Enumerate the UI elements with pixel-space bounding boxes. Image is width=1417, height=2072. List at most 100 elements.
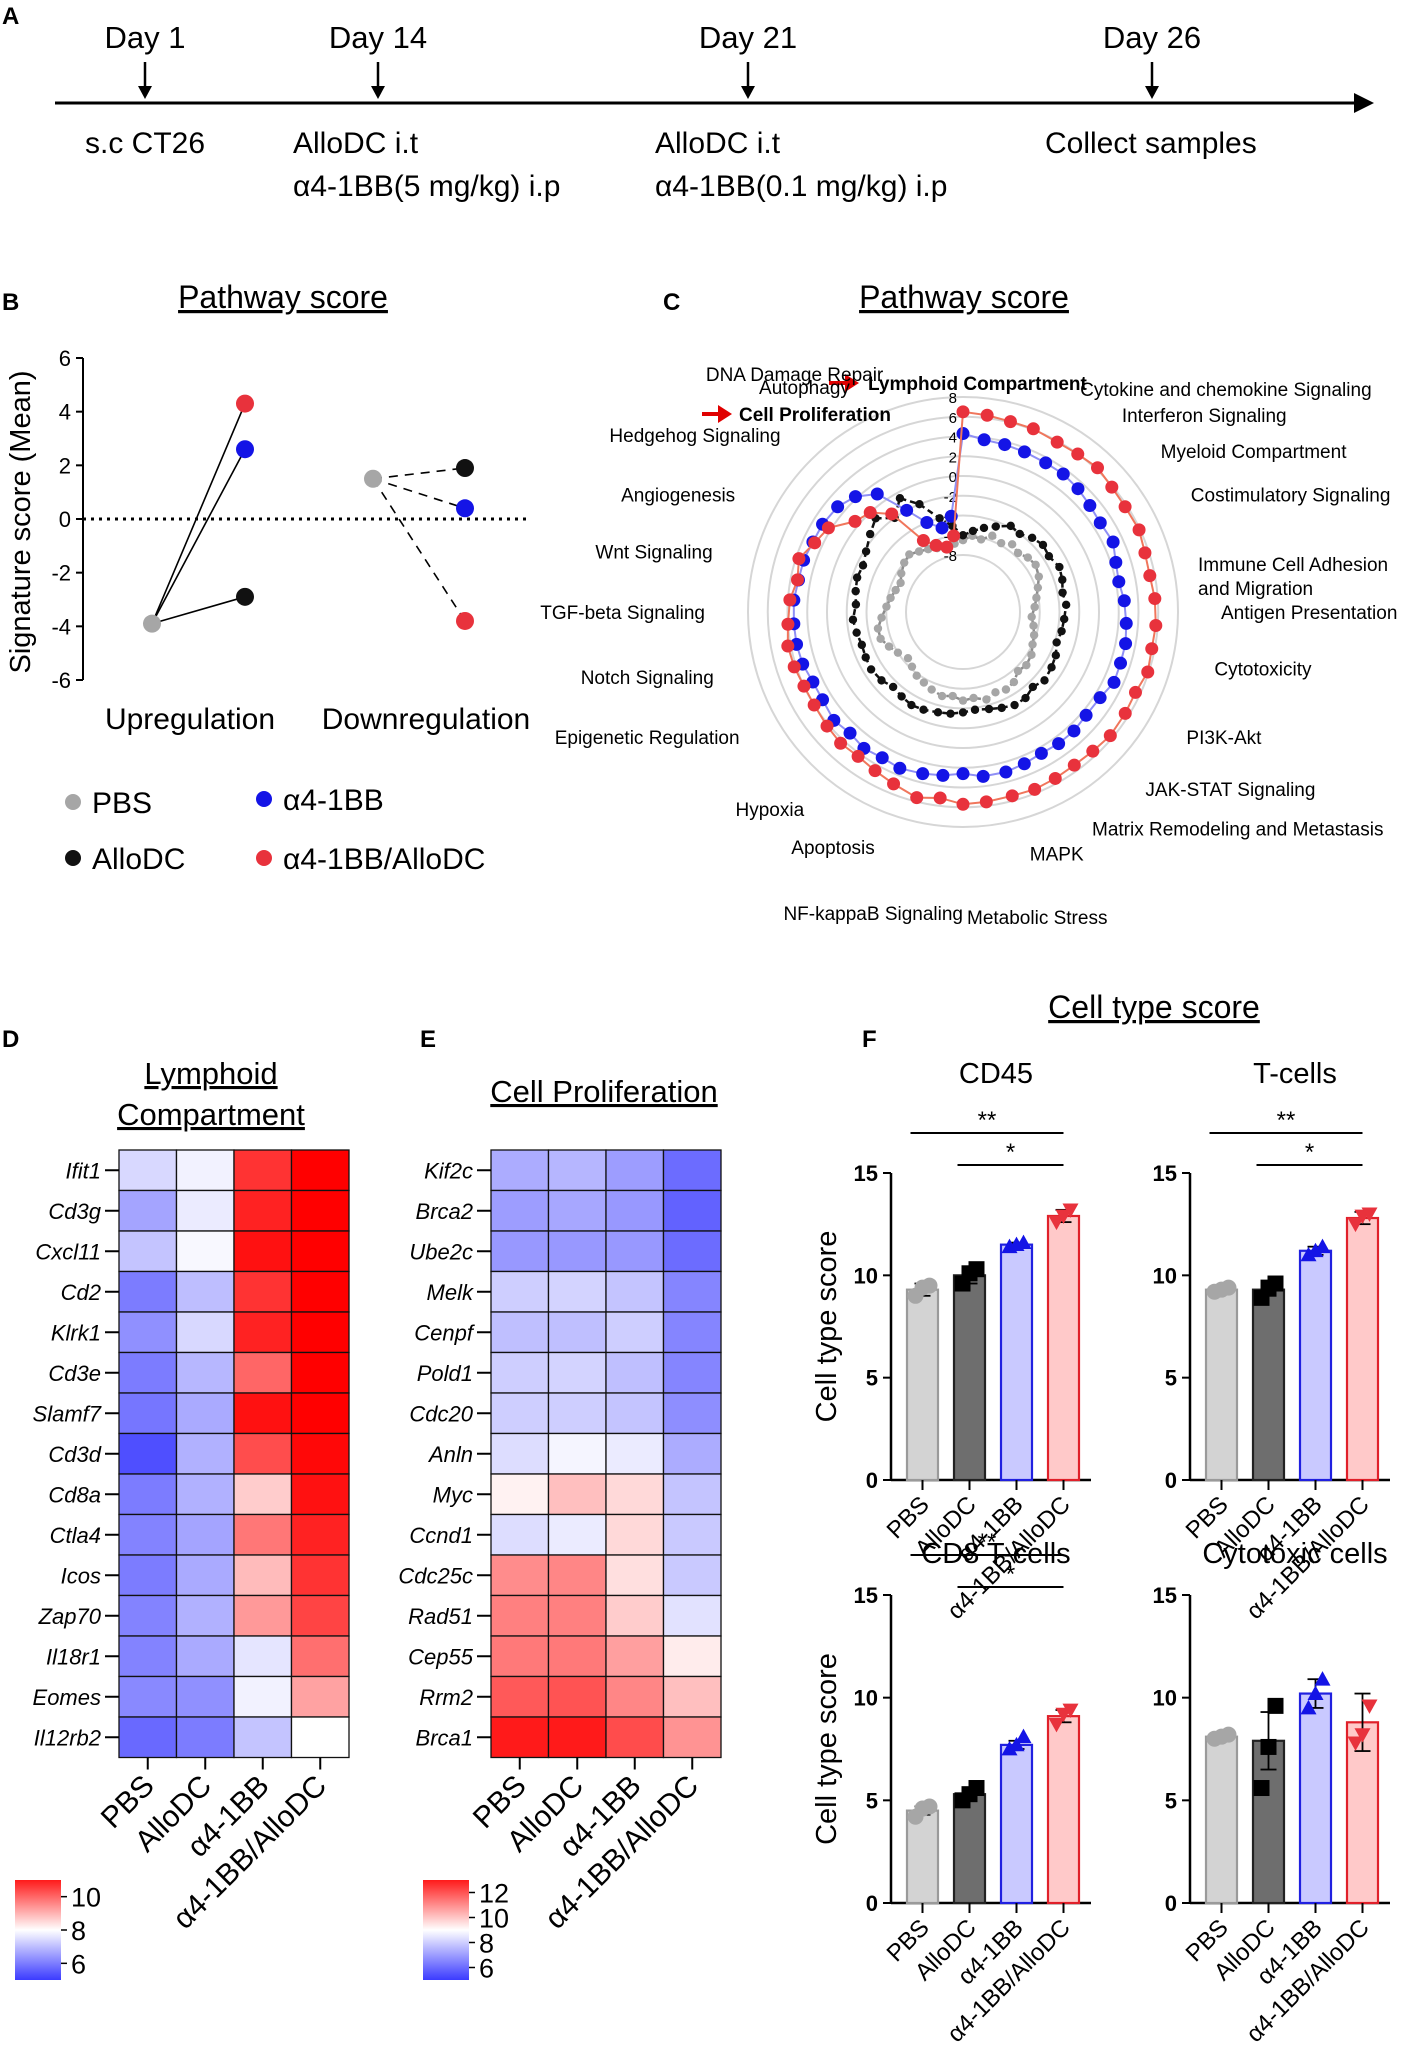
radar-data-point [1105, 480, 1119, 494]
connector-line [372, 467, 466, 480]
heatmap-cell [118, 1513, 178, 1556]
radar-data-point [919, 678, 929, 687]
radar-axis-label: Interferon Signaling [1122, 406, 1287, 427]
connector-line [151, 403, 246, 624]
heatmap-title: Compartment [117, 1097, 305, 1132]
heatmap-cell [175, 1351, 235, 1394]
radar-data-point [956, 427, 970, 441]
panel-c-title: Pathway score [859, 279, 1069, 315]
heatmap-title: Cell Proliferation [490, 1074, 717, 1109]
radar-data-point [873, 624, 883, 633]
bar [999, 1743, 1034, 1905]
heatmap-cell [175, 1189, 235, 1232]
radar-scale-label: 2 [949, 449, 957, 466]
radar-data-point [1033, 583, 1043, 592]
heatmap-row-label: Ifit1 [66, 1158, 101, 1183]
radar-data-point [1117, 594, 1131, 608]
colorbar-tick-label: 12 [479, 1879, 509, 1909]
heatmap-cell [290, 1270, 350, 1313]
panel-b-title: Pathway score [178, 279, 388, 315]
radar-data-point [1048, 771, 1062, 785]
colorbar [15, 1880, 61, 1980]
radar-axis-label: TGF-beta Signaling [540, 603, 705, 624]
replicate-point [1347, 1736, 1364, 1751]
replicate-point [1001, 1741, 1018, 1756]
radar-data-point [808, 536, 822, 550]
y-tick-label: 0 [1165, 1891, 1177, 1916]
radar-data-point [1017, 757, 1031, 771]
heatmap-cell [290, 1311, 350, 1354]
heatmap-cell [662, 1554, 722, 1597]
heatmap-cell [118, 1351, 178, 1394]
radar-data-point [886, 593, 895, 603]
radar-data-point [1006, 521, 1015, 531]
radar-data-point [976, 535, 986, 544]
radar-data-point [991, 522, 1001, 531]
radar-data-point [857, 640, 867, 650]
heatmap-cell [605, 1149, 665, 1192]
significance-label: * [1305, 1139, 1314, 1166]
x-category-label: Upregulation [105, 703, 275, 736]
radar-axis-label: Angiogenesis [621, 486, 735, 507]
heatmap-cell [605, 1635, 665, 1678]
heatmap-cell [490, 1675, 550, 1718]
heatmap-cell [175, 1513, 235, 1556]
timeline-event-text: α4-1BB(5 mg/kg) i.p [293, 170, 560, 203]
timeline-event-text: Collect samples [1045, 127, 1257, 160]
heatmap-cell [547, 1594, 607, 1637]
radar-data-point [1001, 685, 1011, 694]
radar-data-point [991, 688, 1000, 697]
radar-data-point [900, 558, 909, 567]
radar-axis-label: Hedgehog Signaling [609, 426, 780, 447]
legend-label-allodc: AlloDC [92, 843, 185, 876]
radar-data-point [996, 538, 1006, 548]
heatmap-cell [490, 1473, 550, 1516]
heatmap-cell [605, 1473, 665, 1516]
significance-label: ** [978, 1107, 997, 1134]
heatmap-cell [175, 1675, 235, 1718]
radar-data-point [903, 653, 913, 663]
radar-data-point [1106, 535, 1120, 549]
heatmap-row-label: Icos [61, 1563, 101, 1588]
panel-b-pathway-score: B Pathway score Signature score (Mean) 6… [2, 279, 530, 876]
radar-data-point [821, 521, 835, 535]
radar-data-point [1079, 708, 1093, 722]
heatmap-cell [662, 1311, 722, 1354]
radar-axis-label: Notch Signaling [581, 668, 714, 689]
connector-line [372, 477, 466, 510]
radar-data-point [781, 639, 795, 653]
radar-data-point [848, 514, 862, 528]
heatmap-cell [118, 1716, 178, 1759]
radar-data-point [933, 708, 943, 717]
radar-axis-label: Myeloid Compartment [1161, 442, 1348, 463]
heatmap-cell [233, 1392, 293, 1435]
radar-data-point [1103, 729, 1117, 743]
radar-data-point [920, 516, 934, 530]
heatmap-cell [547, 1351, 607, 1394]
radar-data-point [999, 765, 1013, 779]
radar-data-point [1027, 650, 1036, 659]
y-tick-label: 5 [866, 1366, 878, 1391]
legend-label-a41bb: α4-1BB [283, 784, 384, 817]
radar-data-point [1112, 575, 1126, 589]
radar-axis-label: JAK-STAT Signaling [1145, 780, 1315, 801]
radar-data-point [1026, 422, 1040, 436]
radar-data-point [1149, 618, 1163, 632]
panel-letter-a: A [2, 3, 19, 30]
radar-data-point [1034, 746, 1048, 760]
radar-data-point [875, 751, 889, 765]
replicate-point [1354, 1728, 1371, 1743]
radar-scale-label: 0 [949, 469, 957, 486]
radar-data-point [865, 529, 875, 539]
radar-data-point [1067, 724, 1081, 738]
timeline-day-label: Day 21 [699, 20, 797, 55]
heatmap-cell [118, 1594, 178, 1637]
heatmap-cell [605, 1270, 665, 1313]
radar-data-point [970, 705, 980, 714]
heatmap-cell [547, 1473, 607, 1516]
radar-data-point [956, 797, 970, 811]
radar-data-point [919, 705, 928, 714]
radar-data-point [1143, 569, 1157, 583]
radar-data-point [1138, 546, 1152, 560]
radar-axis-label: Hypoxia [736, 800, 805, 821]
